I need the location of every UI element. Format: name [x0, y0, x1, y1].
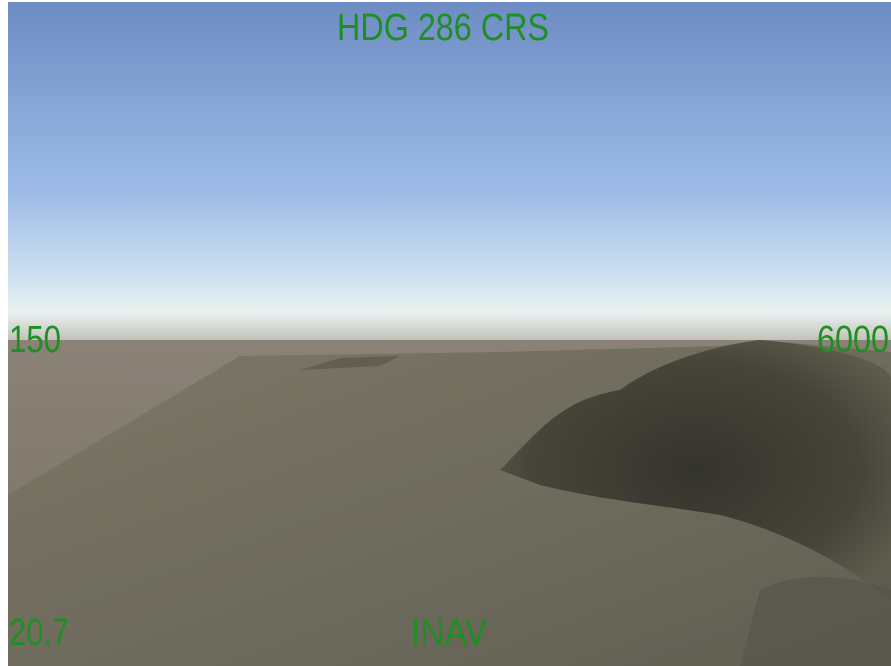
- scene: [8, 2, 891, 666]
- range: 20.7: [9, 612, 69, 654]
- heading: HDG 286 CRS: [337, 7, 549, 49]
- nav-mode: INAV: [411, 612, 488, 654]
- terrain-patch: [740, 576, 891, 666]
- hud: HDG 286 CRS 150 6000 20.7 INAV: [9, 7, 889, 654]
- sky: [8, 2, 891, 347]
- altitude: 6000: [817, 319, 889, 361]
- mountains: [500, 340, 891, 600]
- ridge: [300, 356, 400, 370]
- airspeed: 150: [9, 319, 61, 361]
